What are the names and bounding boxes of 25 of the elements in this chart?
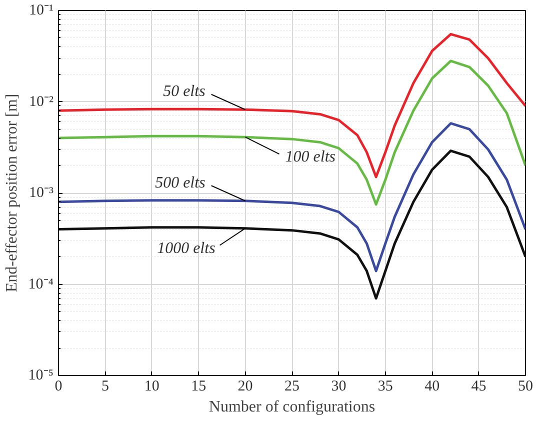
y-tick-label: 10⁻³ <box>29 185 54 201</box>
y-tick-label: 10⁻⁴ <box>28 276 54 292</box>
x-tick-label: 5 <box>101 378 109 394</box>
x-tick-label: 40 <box>424 378 440 394</box>
line-series <box>58 60 526 206</box>
x-tick-label: 20 <box>238 378 253 394</box>
line-series <box>58 150 526 300</box>
x-tick-label: 45 <box>471 378 486 394</box>
x-tick-label: 50 <box>518 378 533 394</box>
x-tick-label: 30 <box>331 378 346 394</box>
series-label: 1000 elts <box>157 240 216 257</box>
y-tick-label: 10⁻⁵ <box>28 368 54 384</box>
x-tick-label: 35 <box>378 378 393 394</box>
y-tick-label: 10⁻² <box>29 94 54 110</box>
x-tick-label: 10 <box>144 378 160 394</box>
series-label: 50 elts <box>163 83 206 100</box>
x-tick-label: 15 <box>191 378 206 394</box>
y-tick-label: 10⁻¹ <box>29 2 54 18</box>
series-label: 500 elts <box>155 174 206 192</box>
x-axis-title: Number of configurations <box>208 398 376 416</box>
series-label: 100 elts <box>285 148 336 166</box>
x-tick-label: 0 <box>54 378 62 394</box>
x-tick-label: 25 <box>284 378 300 394</box>
line-series <box>58 122 526 272</box>
y-axis-title: End-effector position error [m] <box>3 94 20 292</box>
